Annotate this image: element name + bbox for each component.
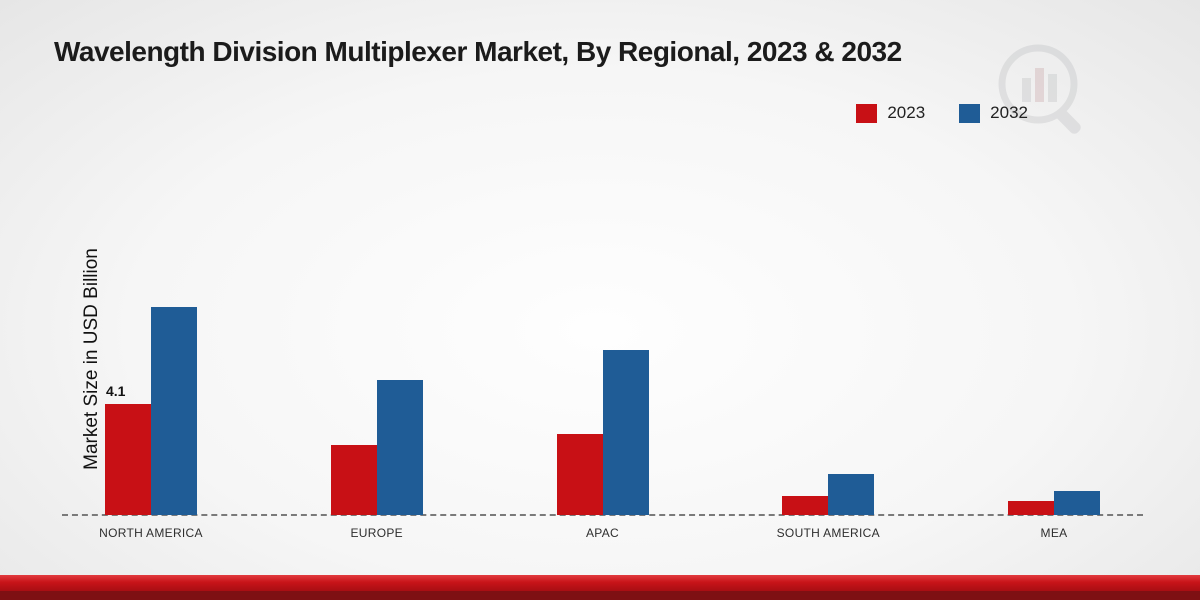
legend-swatch-2032	[959, 103, 981, 123]
footer	[0, 575, 1200, 600]
footer-band-bright	[0, 575, 1200, 591]
chart-title: Wavelength Division Multiplexer Market, …	[54, 36, 902, 67]
legend-item-2032: 2032	[959, 103, 1028, 123]
bar-2023: 4.1	[105, 383, 151, 515]
bar-group: EUROPE	[330, 380, 423, 540]
x-axis-baseline	[62, 514, 1143, 516]
legend-item-2023: 2023	[856, 103, 925, 123]
bar-group: 4.1 NORTH AMERICA	[99, 307, 203, 540]
category-label: NORTH AMERICA	[99, 526, 203, 540]
bar-2023	[556, 434, 603, 515]
category-label: MEA	[1040, 526, 1068, 540]
bar-2023	[1008, 501, 1054, 515]
bar-groups: 4.1 NORTH AMERICA EUROPE APAC SOUTH AMERICA M…	[60, 285, 1145, 540]
bar-2032	[151, 307, 197, 515]
legend-swatch-2023	[856, 103, 878, 123]
bar-2032	[602, 350, 649, 515]
bar-group: MEA	[1008, 491, 1100, 540]
legend-label-2032: 2032	[990, 103, 1028, 122]
category-label: APAC	[586, 526, 619, 540]
bar-2023	[330, 445, 377, 515]
bar-value-label: 4.1	[106, 383, 126, 399]
category-label: SOUTH AMERICA	[776, 526, 880, 540]
bar-2032	[828, 474, 875, 515]
bar-2023	[782, 496, 829, 515]
bar-group: SOUTH AMERICA	[777, 474, 880, 540]
legend-label-2023: 2023	[887, 103, 926, 122]
legend: 2023 2032	[856, 103, 1028, 123]
footer-band-dark	[0, 591, 1200, 600]
bar-2032	[1054, 491, 1100, 515]
plot-area: 4.1 NORTH AMERICA EUROPE APAC SOUTH AMERICA M…	[60, 285, 1145, 540]
bar-2032	[376, 380, 423, 515]
bar-group: APAC	[556, 350, 649, 540]
watermark-logo	[996, 42, 1088, 143]
category-label: EUROPE	[350, 526, 403, 540]
